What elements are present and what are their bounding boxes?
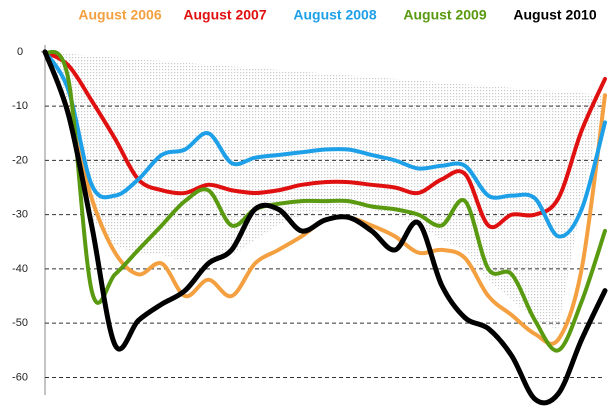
series-line: [43, 49, 607, 353]
y-tick-label: -50: [12, 317, 28, 329]
y-tick-label: -20: [12, 154, 28, 166]
legend-entry: August 2006: [78, 7, 161, 23]
legend-entry: August 2009: [403, 7, 486, 23]
y-tick-label: -40: [12, 263, 28, 275]
series-line: [42, 49, 608, 406]
legend-entry: August 2008: [293, 7, 376, 23]
legend-entry: August 2010: [513, 7, 596, 23]
legend-entry: August 2007: [183, 7, 266, 23]
y-tick-label: 0: [17, 46, 23, 58]
y-tick-label: -60: [12, 371, 28, 383]
y-tick-label: -30: [12, 209, 28, 221]
series-line: [43, 49, 607, 239]
y-tick-label: -10: [12, 100, 28, 112]
shaded-band: [45, 52, 605, 330]
